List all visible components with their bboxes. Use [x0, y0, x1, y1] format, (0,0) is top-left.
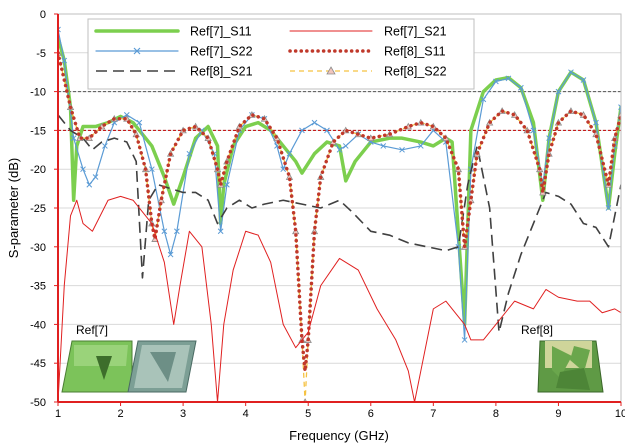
legend-label-Ref[7]_S11: Ref[7]_S11	[190, 25, 252, 39]
legend-label-Ref[8]_S22: Ref[8]_S22	[384, 65, 447, 79]
series-point-Ref[7]_S22	[61, 57, 68, 64]
series-point-Ref[7]_S22	[58, 26, 61, 33]
series-line-Ref[7]_S21	[58, 195, 621, 402]
series-point-Ref[7]_S22	[161, 228, 168, 235]
x-tick-label: 9	[555, 408, 561, 420]
y-tick-label: -20	[30, 164, 46, 176]
series-point-Ref[7]_S22	[102, 143, 108, 149]
series-point-Ref[7]_S22	[324, 127, 330, 134]
legend-marker-Ref[7]_S22	[133, 47, 141, 55]
tick-labels: 1 2 3 4 5 6 7 8 9 10 0 -5 -10 -15 -20 -25 -30 -35 -40 -45 -5…	[30, 9, 625, 420]
series-point-Ref[7]_S22	[461, 337, 468, 343]
series-point-Ref[7]_S22	[80, 166, 86, 173]
series-point-Ref[7]_S22	[86, 181, 93, 188]
series-point-Ref[7]_S22	[530, 127, 537, 134]
series-point-Ref[7]_S22	[123, 112, 130, 118]
series-point-Ref[7]_S22	[593, 119, 599, 126]
x-tick-label: 4	[243, 408, 249, 420]
x-tick-label: 7	[430, 408, 436, 420]
x-axis-title: Frequency (GHz)	[289, 428, 389, 443]
series-point-Ref[7]_S22	[70, 135, 77, 142]
antenna-patch-ref8-b	[570, 346, 590, 372]
series-point-Ref[7]_S22	[493, 78, 499, 85]
inset-label-ref8: Ref[8]	[521, 323, 553, 337]
legend-label-Ref[8]_S21: Ref[8]_S21	[190, 65, 253, 79]
antenna-patch-ref8-c	[556, 368, 590, 390]
series-point-Ref[7]_S22	[167, 251, 174, 258]
series-point-Ref[7]_S22	[148, 166, 155, 173]
series-point-Ref[7]_S22	[455, 243, 462, 250]
reference-lines	[58, 91, 621, 131]
antenna-feed-ref7	[96, 356, 112, 380]
y-tick-label: -30	[30, 242, 46, 254]
y-tick-label: -10	[30, 87, 46, 99]
series-point-Ref[7]_S22	[217, 228, 224, 235]
y-tick-label: -35	[30, 281, 46, 293]
series-point-Ref[7]_S22	[336, 146, 343, 153]
series-layer	[58, 26, 621, 402]
series-line-Ref[8]_S21	[58, 114, 621, 333]
y-axis-title: S-parameter (dB)	[6, 158, 21, 258]
x-tick-label: 10	[615, 408, 625, 420]
legend-label-Ref[8]_S11: Ref[8]_S11	[384, 45, 446, 59]
series-point-Ref[7]_S22	[546, 135, 552, 142]
series-point-Ref[7]_S22	[605, 205, 612, 211]
series-point-Ref[7]_S22	[518, 84, 524, 91]
legend-label-Ref[7]_S21: Ref[7]_S21	[384, 25, 447, 39]
series-point-Ref[7]_S22	[186, 150, 193, 157]
series-point-Ref[7]_S22	[224, 181, 230, 188]
legend: Ref[7]_S11 Ref[7]_S21 Ref[7]_S22 Ref[8]_S11…	[87, 18, 475, 90]
inset-label-ref7: Ref[7]	[76, 323, 108, 337]
series-point-Ref[7]_S22	[380, 143, 387, 149]
series-line-Ref[7]_S22	[58, 28, 621, 341]
series-point-Ref[7]_S22	[286, 150, 293, 157]
y-tick-label: -5	[36, 48, 46, 60]
y-tick-label: -50	[30, 397, 46, 409]
x-tick-label: 1	[55, 408, 61, 420]
x-tick-label: 5	[305, 408, 311, 420]
series-point-Ref[7]_S22	[280, 166, 287, 173]
series-point-Ref[7]_S22	[505, 75, 512, 82]
legend-label-Ref[7]_S22: Ref[7]_S22	[190, 45, 253, 59]
y-tick-label: 0	[40, 9, 46, 21]
series-point-Ref[7]_S22	[480, 96, 487, 103]
x-tick-label: 6	[368, 408, 374, 420]
series-point-Ref[7]_S22	[174, 228, 180, 235]
x-tick-label: 3	[180, 408, 186, 420]
inset-ref8: Ref[8]	[521, 323, 604, 393]
series-point-Ref[7]_S22	[136, 119, 143, 126]
series-point-Ref[8]_S22	[617, 111, 621, 118]
series-point-Ref[7]_S22	[417, 143, 424, 149]
series-line-Ref[8]_S11	[58, 51, 621, 373]
antenna-patch-ref7-a	[74, 345, 128, 366]
series-point-Ref[7]_S22	[342, 143, 349, 149]
antenna-slot-ref7	[150, 352, 176, 382]
series-line-Ref[7]_S11	[58, 35, 621, 327]
x-tick-label: 8	[493, 408, 499, 420]
series-point-Ref[7]_S22	[399, 146, 405, 153]
legend-marker-Ref[8]_S22	[326, 66, 336, 75]
series-point-Ref[7]_S22	[311, 119, 318, 126]
axes	[54, 13, 622, 406]
series-point-Ref[7]_S22	[618, 104, 621, 110]
series-point-Ref[7]_S22	[580, 77, 587, 83]
y-tick-label: -45	[30, 358, 46, 370]
y-tick-label: -25	[30, 203, 46, 215]
series-point-Ref[7]_S22	[299, 127, 305, 134]
series-point-Ref[7]_S22	[555, 88, 562, 95]
x-tick-label: 2	[117, 408, 123, 420]
y-tick-label: -40	[30, 319, 46, 331]
y-tick-label: -15	[30, 125, 46, 137]
series-point-Ref[7]_S22	[568, 69, 574, 76]
series-point-Ref[7]_S22	[92, 174, 99, 180]
antenna-patch-ref8-a	[552, 346, 572, 378]
inset-ref7: Ref[7]	[61, 323, 197, 393]
